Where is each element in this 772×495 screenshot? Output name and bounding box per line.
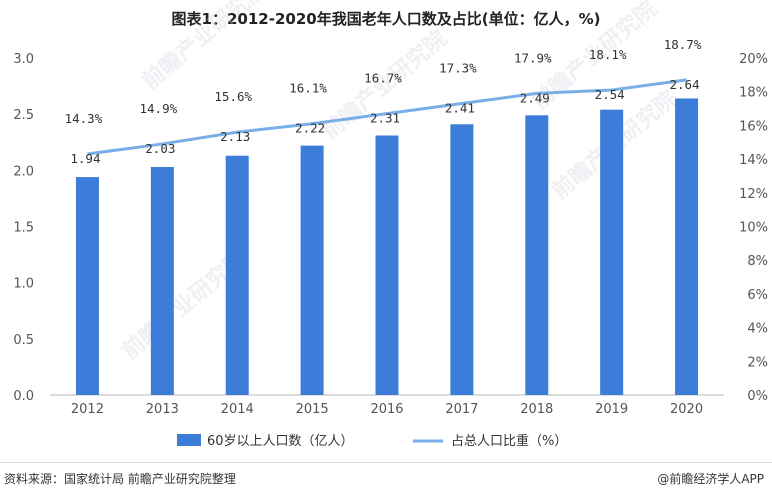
line-data-label: 16.7% <box>364 71 402 86</box>
credit-note: @前瞻经济学人APP <box>657 472 764 486</box>
line-path <box>87 78 687 156</box>
x-tick-label: 2014 <box>221 402 254 417</box>
bar <box>675 98 699 395</box>
y-left-tick-label: 0.0 <box>13 389 34 404</box>
y-right-tick-label: 10% <box>739 221 768 236</box>
data-labels: 14.3% 1.94 14.9% 2.03 15.6% 2.13 16.1% 2.22 16.7… <box>65 37 702 166</box>
x-tick-label: 2018 <box>520 402 553 417</box>
bar <box>450 124 474 395</box>
bar <box>375 135 399 395</box>
bar-data-label: 2.41 <box>445 100 475 115</box>
line-data-label: 14.9% <box>140 101 178 116</box>
y-right-tick-label: 14% <box>739 153 768 168</box>
bar-data-label: 2.22 <box>295 121 325 136</box>
y-left-tick-label: 2.0 <box>13 164 34 179</box>
line-data-label: 18.1% <box>589 47 627 62</box>
y-left-tick-label: 1.5 <box>13 221 34 236</box>
line-data-label: 18.7% <box>664 37 702 52</box>
line-data-label: 14.3% <box>65 111 103 126</box>
x-tick-label: 2015 <box>296 402 329 417</box>
y-left-tick-label: 0.5 <box>13 333 34 348</box>
legend-bar-swatch <box>177 434 201 446</box>
bar-series <box>75 98 699 395</box>
y-left-tick-label: 1.0 <box>13 277 34 292</box>
line-data-label: 16.1% <box>289 81 327 96</box>
y-right-tick-label: 4% <box>747 322 768 337</box>
watermark-text: 前瞻产业研究院 <box>137 0 272 95</box>
x-tick-label: 2016 <box>370 402 403 417</box>
x-tick-label: 2020 <box>670 402 703 417</box>
y-right-tick-label: 16% <box>739 119 768 134</box>
x-tick-label: 2013 <box>146 402 179 417</box>
y-right-tick-label: 12% <box>739 187 768 202</box>
bar-data-label: 1.94 <box>70 151 100 166</box>
x-tick-label: 2019 <box>595 402 628 417</box>
legend-line-label: 占总人口比重（%） <box>451 433 567 449</box>
y-right-tick-label: 20% <box>739 52 768 67</box>
bar-data-label: 2.03 <box>145 141 175 156</box>
bar <box>75 177 99 395</box>
y-right-tick-label: 2% <box>747 355 768 370</box>
bar <box>600 109 624 395</box>
x-tick-label: 2012 <box>71 402 104 417</box>
line-series <box>87 78 687 156</box>
bar <box>300 145 324 395</box>
x-tick-label: 2017 <box>445 402 478 417</box>
source-note: 资料来源：国家统计局 前瞻产业研究院整理 <box>4 472 236 486</box>
legend-bar-label: 60岁以上人口数（亿人） <box>207 434 354 449</box>
bar-data-label: 2.64 <box>670 77 700 92</box>
y-right-tick-label: 18% <box>739 86 768 101</box>
chart-title: 图表1：2012-2020年我国老年人口数及占比(单位：亿人，%) <box>171 10 601 28</box>
bar-data-label: 2.54 <box>595 87 625 102</box>
bar <box>225 155 249 395</box>
line-data-label: 17.9% <box>514 50 552 65</box>
y-left-tick-label: 3.0 <box>13 52 34 67</box>
bar-data-label: 2.31 <box>370 111 400 126</box>
y-right-tick-label: 8% <box>747 254 768 269</box>
legend: 60岁以上人口数（亿人） 占总人口比重（%） <box>177 433 567 449</box>
bar <box>150 166 174 395</box>
bar-data-label: 2.49 <box>520 90 550 105</box>
y-right-tick-label: 6% <box>747 288 768 303</box>
footer-divider <box>0 462 772 463</box>
bar <box>525 115 549 395</box>
y-right-tick-label: 0% <box>747 389 768 404</box>
line-data-label: 15.6% <box>214 89 252 104</box>
line-data-label: 17.3% <box>439 60 477 75</box>
bar-data-label: 2.13 <box>220 129 250 144</box>
y-left-tick-label: 2.5 <box>13 108 34 123</box>
